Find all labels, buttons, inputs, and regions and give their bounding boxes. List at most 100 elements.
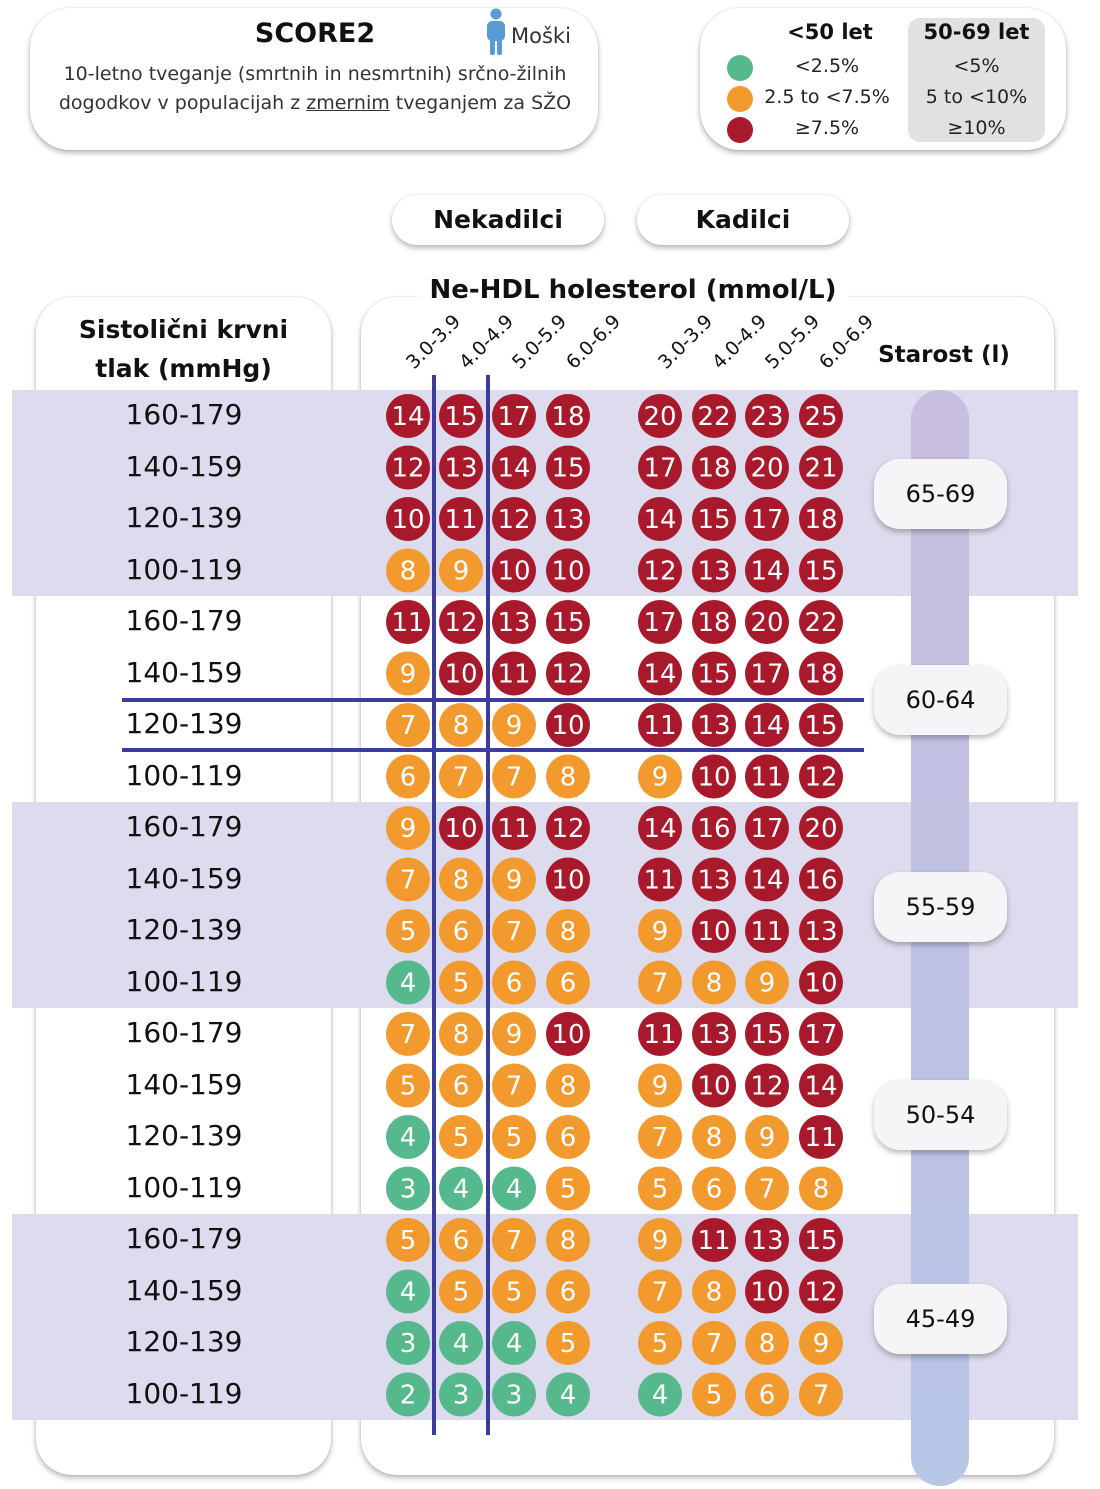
risk-circle xyxy=(692,960,736,1005)
risk-value: 9 xyxy=(453,557,470,587)
bp-row-label: 100-119 xyxy=(125,1171,243,1204)
risk-value: 6 xyxy=(453,1072,470,1102)
bp-row-label: 120-139 xyxy=(125,913,243,946)
risk-circle xyxy=(386,1321,430,1365)
risk-circle xyxy=(692,548,736,593)
risk-circle xyxy=(799,960,843,1005)
risk-value: 10 xyxy=(551,557,584,587)
risk-circle xyxy=(745,651,789,696)
risk-circle xyxy=(638,960,682,1005)
risk-value: 20 xyxy=(804,814,837,844)
risk-circle xyxy=(638,1012,682,1056)
risk-value: 9 xyxy=(652,1226,669,1256)
risk-circle xyxy=(638,857,682,902)
risk-value: 17 xyxy=(750,505,783,535)
risk-value: 12 xyxy=(497,505,530,535)
risk-circle xyxy=(799,651,843,696)
risk-circle xyxy=(692,600,736,644)
risk-circle xyxy=(799,703,843,747)
risk-value: 13 xyxy=(697,711,730,741)
risk-value: 12 xyxy=(551,660,584,690)
risk-circle xyxy=(439,754,483,799)
risk-value: 13 xyxy=(804,917,837,947)
risk-circle xyxy=(692,651,736,696)
risk-circle xyxy=(386,857,430,902)
risk-circle xyxy=(492,1269,536,1314)
risk-circle xyxy=(799,1372,843,1417)
subtitle-underlined-word: zmernim xyxy=(306,92,390,114)
risk-circle xyxy=(492,497,536,541)
legend-50-69-high: ≥10% xyxy=(947,117,1006,139)
cholesterol-tick-label: 4.0-4.9 xyxy=(455,310,518,373)
risk-circle xyxy=(799,857,843,902)
legend-under50-high: ≥7.5% xyxy=(794,117,860,139)
risk-circle xyxy=(492,960,536,1005)
risk-value: 8 xyxy=(759,1329,776,1359)
risk-circle xyxy=(439,548,483,593)
risk-circle xyxy=(799,1218,843,1262)
age-axis-title: Starost (l) xyxy=(878,342,1010,368)
risk-circle xyxy=(799,445,843,490)
risk-value: 6 xyxy=(453,1226,470,1256)
cholesterol-tick-label: 4.0-4.9 xyxy=(708,310,771,373)
risk-value: 22 xyxy=(804,608,837,638)
risk-circle xyxy=(546,857,590,902)
risk-circle xyxy=(546,1269,590,1314)
risk-circle xyxy=(692,703,736,747)
risk-circle xyxy=(745,703,789,747)
blood-pressure-axis-title: Sistolični krvni tlak (mmHg) xyxy=(36,310,331,388)
cholesterol-tick-label: 6.0-6.9 xyxy=(562,310,625,373)
bp-row-label: 140-159 xyxy=(125,656,243,689)
risk-circle xyxy=(745,857,789,902)
risk-value: 8 xyxy=(400,557,417,587)
risk-value: 15 xyxy=(697,660,730,690)
risk-circle xyxy=(745,1063,789,1108)
risk-value: 14 xyxy=(497,454,530,484)
bp-row-label: 100-119 xyxy=(125,965,243,998)
risk-value: 10 xyxy=(551,1020,584,1050)
risk-value: 9 xyxy=(400,814,417,844)
risk-value: 15 xyxy=(697,505,730,535)
risk-value: 15 xyxy=(551,608,584,638)
risk-value: 10 xyxy=(697,1072,730,1102)
risk-value: 7 xyxy=(652,1123,669,1153)
risk-circle xyxy=(638,1063,682,1108)
risk-value: 9 xyxy=(759,969,776,999)
risk-value: 8 xyxy=(560,917,577,947)
risk-value: 14 xyxy=(750,711,783,741)
risk-value: 17 xyxy=(643,454,676,484)
risk-value: 7 xyxy=(652,969,669,999)
legend-50-69-shade xyxy=(908,18,1045,142)
risk-circle xyxy=(492,1012,536,1056)
risk-value: 4 xyxy=(652,1381,669,1411)
risk-circle xyxy=(546,600,590,644)
risk-circle xyxy=(386,1166,430,1211)
risk-value: 4 xyxy=(560,1381,577,1411)
risk-circle xyxy=(546,548,590,593)
risk-value: 9 xyxy=(400,660,417,690)
bp-row-label: 160-179 xyxy=(125,1016,243,1049)
risk-circle xyxy=(492,909,536,953)
risk-value: 13 xyxy=(551,505,584,535)
risk-value: 5 xyxy=(400,1072,417,1102)
risk-value: 3 xyxy=(400,1329,417,1359)
risk-value: 10 xyxy=(697,917,730,947)
risk-circle xyxy=(439,1218,483,1262)
risk-value: 18 xyxy=(804,660,837,690)
risk-value: 17 xyxy=(750,814,783,844)
risk-circle xyxy=(638,651,682,696)
risk-circle xyxy=(638,1269,682,1314)
risk-circle xyxy=(386,1218,430,1262)
risk-circle xyxy=(745,497,789,541)
person-icon xyxy=(487,8,505,55)
risk-circle xyxy=(386,1269,430,1314)
risk-circle xyxy=(439,1166,483,1211)
risk-circle xyxy=(386,394,430,438)
risk-circle xyxy=(546,754,590,799)
risk-circle xyxy=(546,1166,590,1211)
risk-circle xyxy=(799,1115,843,1159)
risk-value: 6 xyxy=(560,969,577,999)
risk-value: 11 xyxy=(643,866,676,896)
risk-value: 14 xyxy=(804,1072,837,1102)
risk-circle xyxy=(386,445,430,490)
